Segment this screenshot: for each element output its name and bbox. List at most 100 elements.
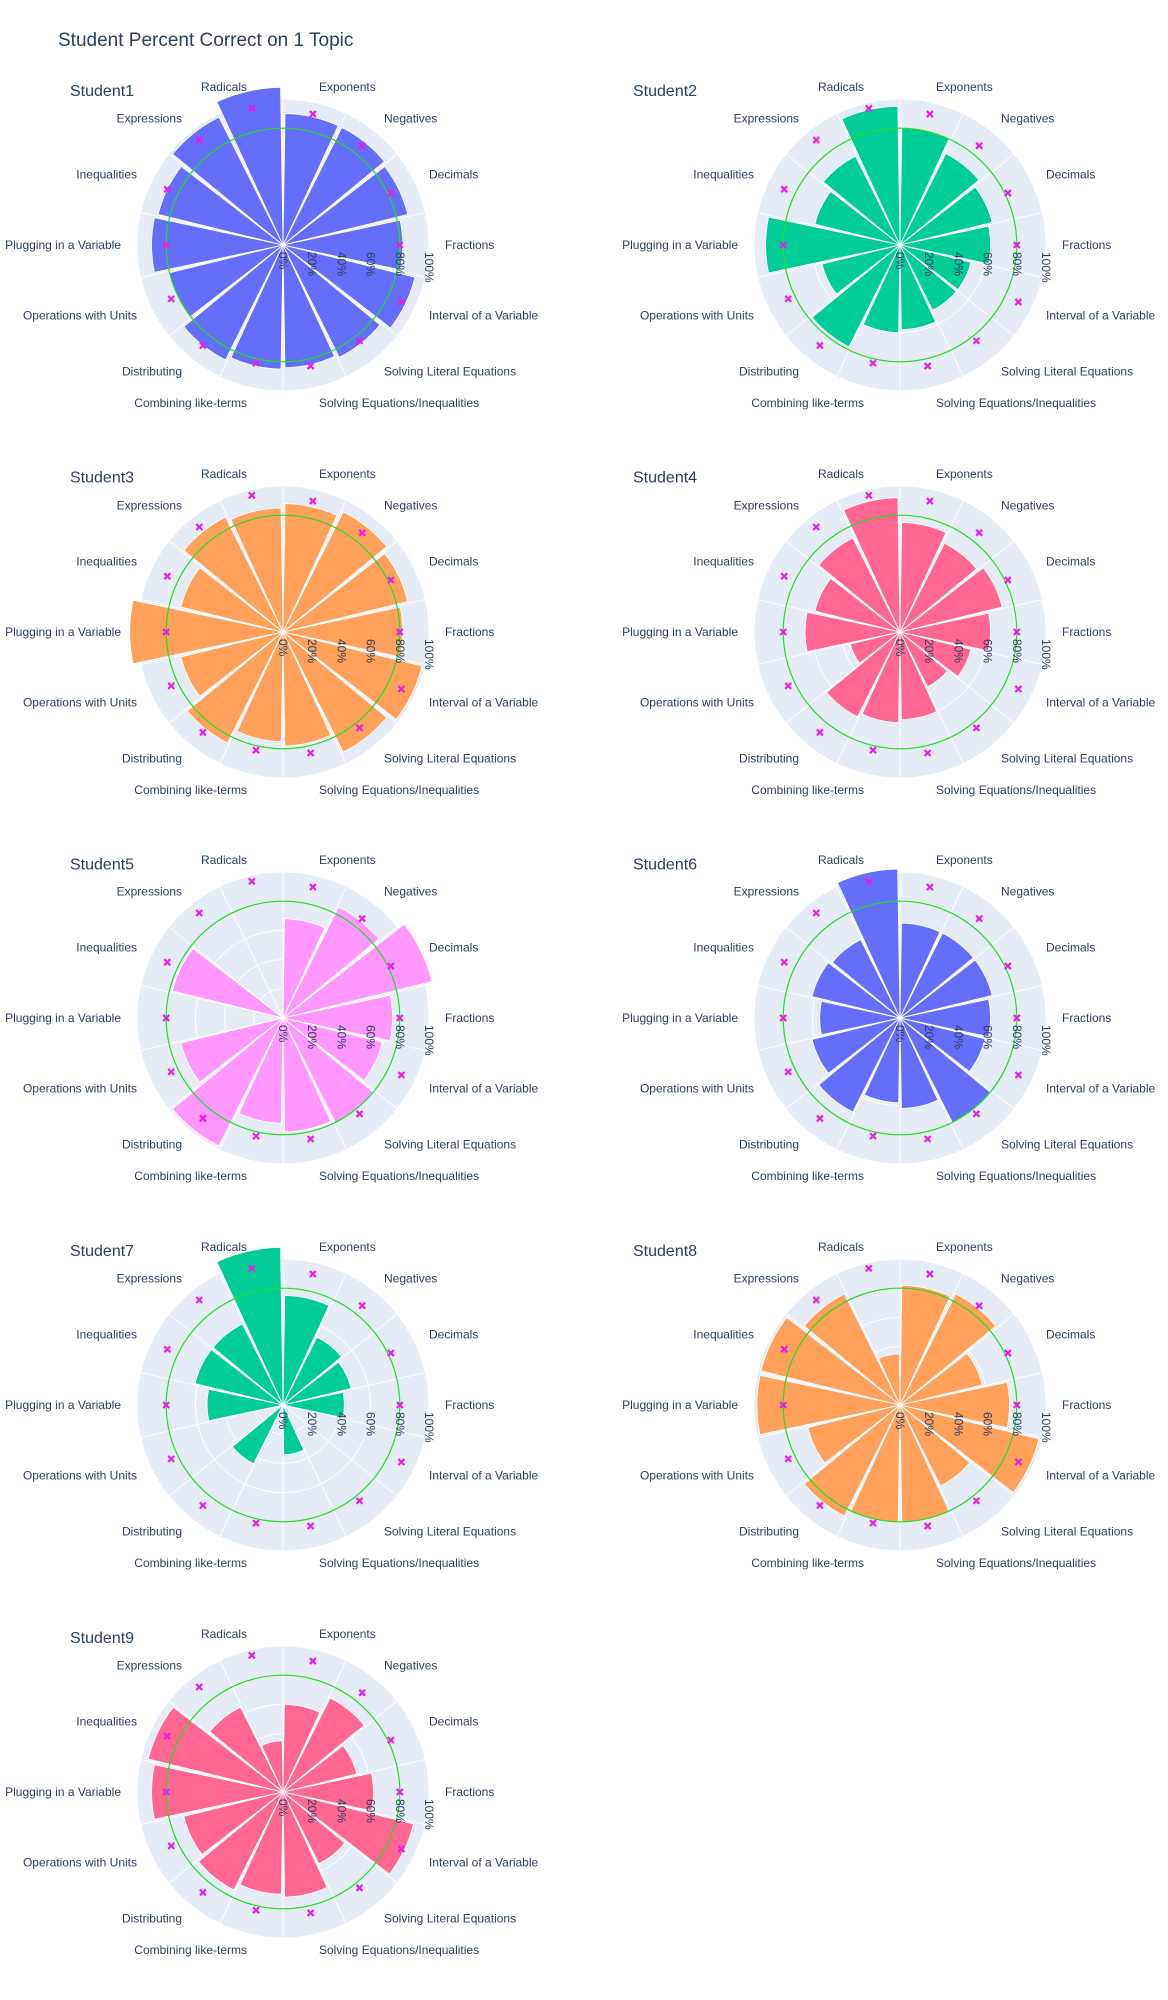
bar-fractions[interactable] [899,998,991,1038]
bar-distributing[interactable] [186,631,284,744]
bar-inequalities[interactable] [814,190,901,246]
bar-plugging-in-a-variable[interactable] [765,216,901,274]
bar-radicals[interactable] [878,1353,901,1406]
bar-solving-equations-inequalities[interactable] [282,1017,332,1133]
bar-exponents[interactable] [899,922,941,1019]
bar-fractions[interactable] [282,1772,374,1812]
bar-solving-equations-inequalities[interactable] [899,244,937,331]
bar-decimals[interactable] [899,186,993,246]
bar-interval-of-a-variable[interactable] [899,244,972,291]
bar-radicals[interactable] [843,497,901,633]
bar-interval-of-a-variable[interactable] [282,1017,383,1082]
bar-plugging-in-a-variable[interactable] [819,1000,901,1036]
bar-negatives[interactable] [899,932,974,1019]
bar-operations-with-units[interactable] [811,1017,901,1074]
bar-combining-like-terms[interactable] [863,1017,901,1104]
bar-fractions[interactable] [282,994,393,1042]
bar-operations-with-units[interactable] [849,631,901,664]
bar-combining-like-terms[interactable] [238,1017,284,1124]
bar-decimals[interactable] [899,1352,983,1406]
bar-expressions[interactable] [818,537,901,633]
bar-inequalities[interactable] [811,962,901,1019]
bar-fractions[interactable] [899,1381,1010,1429]
bar-combining-like-terms[interactable] [239,1791,284,1895]
bar-operations-with-units[interactable] [180,1017,284,1083]
bar-distributing[interactable] [197,1791,284,1891]
bar-expressions[interactable] [822,155,901,246]
bar-fractions[interactable] [282,606,404,658]
bar-solving-literal-equations[interactable] [899,1404,971,1487]
bar-negatives[interactable] [282,511,388,633]
bar-inequalities[interactable] [194,1349,284,1406]
bar-solving-equations-inequalities[interactable] [282,1404,305,1456]
bar-solving-literal-equations[interactable] [282,1791,346,1865]
bar-distributing[interactable] [803,1404,901,1517]
bar-inequalities[interactable] [814,577,901,633]
bar-decimals[interactable] [899,959,993,1019]
bar-expressions[interactable] [831,939,901,1019]
bar-operations-with-units[interactable] [180,631,284,697]
bar-radicals[interactable] [216,86,284,246]
bar-decimals[interactable] [282,923,433,1019]
bar-negatives[interactable] [282,1336,343,1406]
bar-expressions[interactable] [212,1323,284,1406]
bar-distributing[interactable] [231,1404,284,1465]
bar-solving-equations-inequalities[interactable] [899,631,938,720]
bar-decimals[interactable] [282,1745,358,1793]
bar-plugging-in-a-variable[interactable] [151,217,284,273]
bar-distributing[interactable] [171,1017,284,1147]
bar-combining-like-terms[interactable] [862,244,901,333]
bar-combining-like-terms[interactable] [861,631,901,723]
bar-combining-like-terms[interactable] [230,244,284,370]
bar-solving-equations-inequalities[interactable] [282,631,332,747]
bar-distributing[interactable] [811,244,901,348]
bar-exponents[interactable] [899,1284,951,1406]
bar-exponents[interactable] [282,1295,330,1406]
bar-fractions[interactable] [899,225,991,265]
bar-inequalities[interactable] [760,1316,901,1406]
bar-combining-like-terms[interactable] [236,631,284,742]
bar-plugging-in-a-variable[interactable] [206,1388,284,1422]
bar-operations-with-units[interactable] [183,1791,284,1856]
bar-fractions[interactable] [899,612,991,652]
bar-solving-literal-equations[interactable] [282,631,388,753]
bar-solving-literal-equations[interactable] [899,244,957,311]
bar-negatives[interactable] [899,542,978,633]
bar-operations-with-units[interactable] [821,244,901,295]
bar-exponents[interactable] [282,113,339,246]
bar-interval-of-a-variable[interactable] [282,631,423,721]
bar-radicals[interactable] [261,1740,284,1793]
bar-expressions[interactable] [209,1706,284,1793]
bar-exponents[interactable] [282,503,338,633]
bar-interval-of-a-variable[interactable] [899,1404,1040,1494]
bar-fractions[interactable] [282,1391,345,1419]
bar-solving-equations-inequalities[interactable] [899,1017,939,1109]
bar-expressions[interactable] [171,116,284,246]
bar-inequalities[interactable] [180,567,284,633]
bar-distributing[interactable] [818,1017,901,1113]
bar-exponents[interactable] [282,918,326,1019]
bar-expressions[interactable] [803,1293,901,1406]
bar-fractions[interactable] [282,219,404,271]
bar-decimals[interactable] [282,165,409,246]
bar-distributing[interactable] [826,631,901,718]
bar-plugging-in-a-variable[interactable] [151,1764,284,1820]
bar-plugging-in-a-variable[interactable] [129,599,284,665]
bar-exponents[interactable] [282,1704,321,1793]
bar-plugging-in-a-variable[interactable] [804,611,901,653]
bar-negatives[interactable] [899,153,980,246]
bar-operations-with-units[interactable] [807,1404,901,1464]
bar-radicals[interactable] [836,868,901,1019]
bar-negatives[interactable] [282,1697,365,1793]
bar-solving-literal-equations[interactable] [899,631,948,688]
bar-decimals[interactable] [899,567,1003,633]
bar-inequalities[interactable] [171,947,284,1019]
bar-decimals[interactable] [282,1361,352,1406]
bar-radicals[interactable] [230,507,284,633]
bar-interval-of-a-variable[interactable] [899,1017,986,1073]
bar-interval-of-a-variable[interactable] [899,631,972,678]
bar-exponents[interactable] [899,522,947,633]
bar-solving-equations-inequalities[interactable] [282,1791,328,1898]
bar-expressions[interactable] [183,516,284,633]
bar-radicals[interactable] [216,1246,284,1406]
